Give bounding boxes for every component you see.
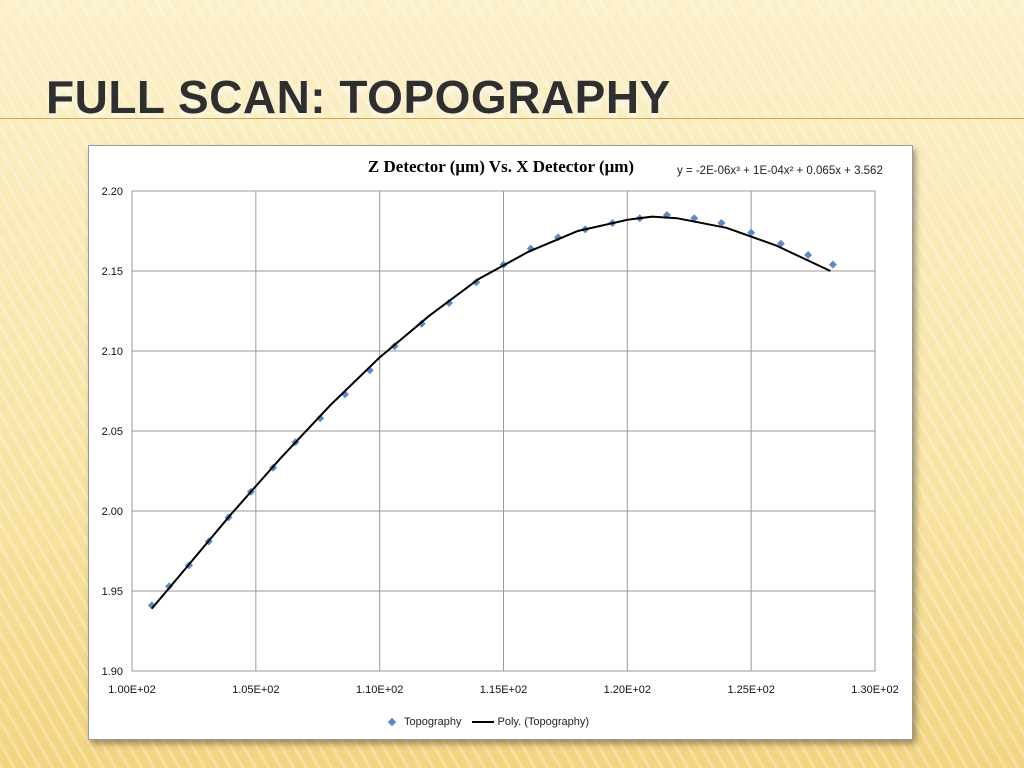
y-tick-label: 2.10 (102, 346, 123, 358)
x-tick-label: 1.00E+02 (108, 684, 155, 696)
gridlines (131, 190, 876, 672)
topography-point (417, 319, 426, 328)
topography-point (747, 228, 756, 237)
slide-title: Full scan: Topography (46, 71, 671, 123)
chart-title: Z Detector (μm) Vs. X Detector (μm) (368, 157, 634, 176)
polynomial-trendline (151, 215, 831, 610)
y-tick-label: 2.20 (102, 186, 123, 198)
topography-point (316, 414, 325, 423)
y-tick-label: 2.15 (102, 266, 123, 278)
x-tick-label: 1.30E+02 (851, 684, 898, 696)
y-tick-label: 1.90 (102, 666, 123, 678)
legend-label-topography: Topography (404, 716, 462, 728)
y-axis-ticks: 1.90 1.95 2.00 2.05 2.10 2.15 2.20 (102, 186, 123, 678)
x-tick-label: 1.15E+02 (480, 684, 527, 696)
x-axis-ticks: 1.00E+02 1.05E+02 1.10E+02 1.15E+02 1.20E+02… (108, 684, 898, 696)
topography-point (445, 299, 454, 307)
chart-container: Z Detector (μm) Vs. X Detector (μm) y = … (88, 145, 913, 740)
topography-point (804, 251, 813, 259)
chart-plot: Z Detector (μm) Vs. X Detector (μm) y = … (102, 157, 899, 696)
y-tick-label: 2.05 (102, 426, 123, 438)
legend-label-trendline: Poly. (Topography) (497, 716, 590, 728)
line-marker-icon (471, 721, 494, 723)
topography-point (147, 601, 156, 610)
y-tick-label: 2.00 (102, 506, 123, 518)
legend-item-trendline: Poly. (Topography) (471, 716, 590, 728)
diamond-marker-icon (387, 717, 397, 727)
trendline-equation: y = -2E-06x³ + 1E-04x² + 0.065x + 3.562 (677, 165, 883, 177)
x-tick-label: 1.05E+02 (232, 684, 279, 696)
title-divider (0, 118, 1024, 119)
x-tick-label: 1.20E+02 (604, 684, 651, 696)
x-tick-label: 1.10E+02 (356, 684, 403, 696)
topography-point (526, 244, 535, 253)
legend-item-topography: Topography (387, 716, 462, 728)
y-tick-label: 1.95 (102, 586, 123, 598)
topography-point (828, 260, 837, 269)
x-tick-label: 1.25E+02 (727, 684, 774, 696)
topography-point (717, 219, 726, 227)
chart-legend: Topography Poly. (Topography) (387, 714, 599, 730)
